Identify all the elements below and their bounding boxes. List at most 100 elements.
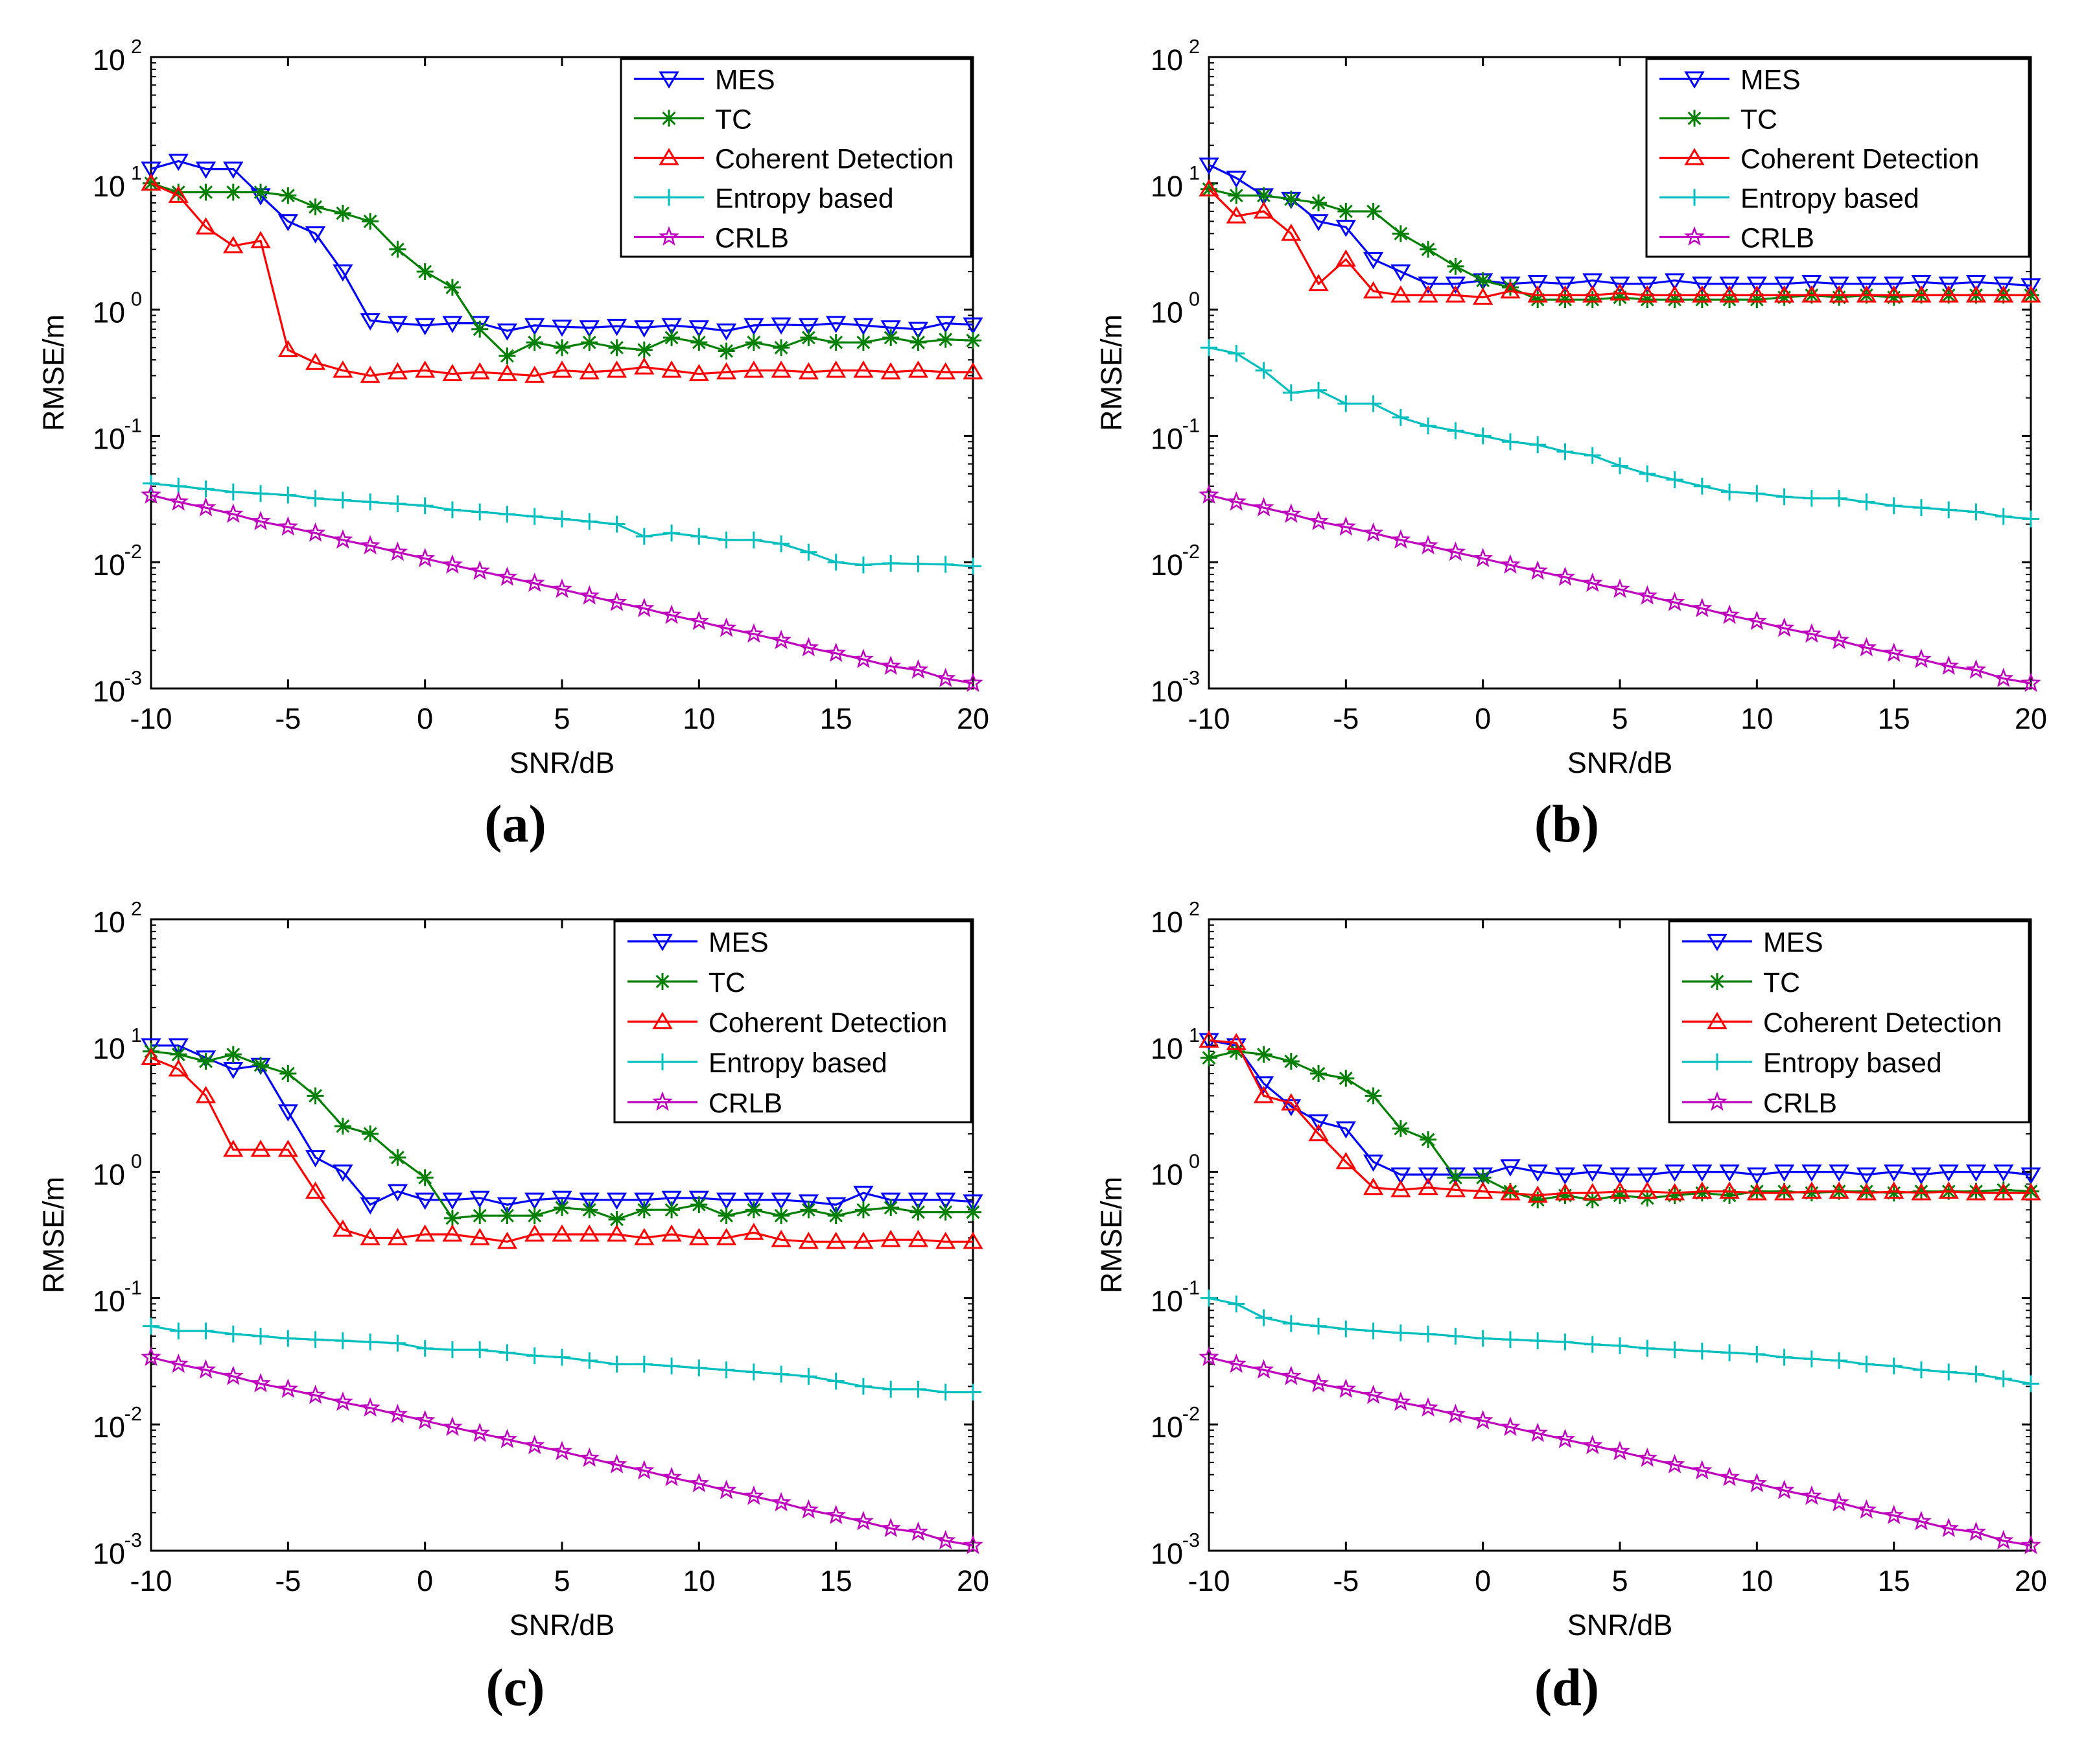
y-tick-label: 10 (1151, 170, 1183, 203)
legend: MES TC Coherent Detection Entropy based CRLB (620, 58, 972, 258)
marker-plus (1420, 1325, 1437, 1343)
marker-plus (1364, 395, 1382, 412)
marker-plus (389, 495, 406, 513)
x-tick-label: 5 (554, 1564, 570, 1597)
marker-plus (1228, 1295, 1245, 1313)
marker-triangle-up (1911, 285, 1932, 303)
marker-triangle-up (1418, 1177, 1438, 1195)
marker-asterisk (498, 1207, 516, 1225)
panel-label: (c) (486, 1658, 545, 1717)
legend-item-mes: MES (1659, 65, 1801, 96)
marker-plus (1721, 483, 1739, 500)
marker-pentagram (633, 598, 655, 617)
series-entropy-based (1200, 1289, 2039, 1393)
marker-triangle-up (1692, 1181, 1713, 1199)
marker-plus (1337, 1320, 1355, 1337)
y-tick-exponent: -3 (1182, 1529, 1200, 1551)
marker-triangle-up (1664, 285, 1685, 303)
marker-pentagram (1801, 623, 1822, 643)
marker-pentagram (1774, 617, 1795, 637)
marker-triangle-down (1829, 276, 1849, 294)
marker-pentagram (1856, 637, 1877, 657)
marker-triangle-down (1390, 264, 1411, 282)
marker-plus (307, 489, 324, 507)
marker-pentagram (168, 491, 189, 511)
marker-triangle-down (195, 1050, 217, 1068)
y-tick-label: 10 (93, 1411, 125, 1444)
marker-plus (1310, 1317, 1328, 1335)
marker-pentagram (652, 1091, 673, 1111)
marker-plus (1885, 1358, 1903, 1375)
marker-triangle-up (963, 1231, 983, 1249)
marker-triangle-down (771, 317, 791, 335)
marker-triangle-down (798, 318, 819, 336)
marker-triangle-up (661, 1224, 682, 1242)
marker-plus (1831, 1352, 1848, 1369)
legend-label: Entropy based (709, 1048, 887, 1079)
y-tick-label: 10 (1151, 1284, 1183, 1317)
marker-triangle-up (223, 1139, 244, 1157)
marker-asterisk (661, 110, 677, 127)
y-tick-exponent: -2 (124, 1403, 142, 1425)
marker-plus (1392, 1324, 1409, 1342)
marker-triangle-down (442, 316, 463, 333)
marker-plus (1474, 427, 1492, 445)
y-tick-label: 10 (1151, 906, 1183, 939)
marker-plus (1831, 489, 1848, 507)
marker-asterisk (1748, 291, 1766, 309)
marker-pentagram (935, 668, 956, 688)
series-line (151, 1044, 974, 1206)
marker-pentagram (880, 1518, 902, 1538)
marker-triangle-up (1610, 283, 1630, 301)
marker-triangle-down (469, 1190, 490, 1208)
series-line (1208, 1356, 2032, 1547)
marker-triangle-up (634, 357, 655, 375)
marker-pentagram (661, 1466, 682, 1487)
marker-triangle-up (1445, 285, 1466, 303)
marker-triangle-up (1692, 285, 1713, 303)
marker-triangle-up (1199, 1030, 1219, 1048)
marker-triangle-up (1554, 285, 1576, 303)
marker-asterisk (279, 1065, 297, 1083)
marker-triangle-down (1418, 1167, 1438, 1185)
marker-triangle-up (716, 1228, 737, 1245)
marker-triangle-down (1610, 1167, 1630, 1185)
marker-plus (252, 1328, 270, 1345)
marker-asterisk (197, 1053, 215, 1070)
series-line (1208, 494, 2032, 685)
marker-pentagram (1746, 1472, 1768, 1492)
marker-plus (498, 506, 516, 523)
marker-pentagram (387, 1404, 408, 1424)
marker-triangle-down (935, 1192, 956, 1210)
marker-triangle-up (141, 1048, 161, 1065)
marker-triangle-down (524, 1192, 545, 1210)
marker-asterisk (965, 332, 981, 349)
marker-pentagram (1610, 1441, 1630, 1461)
marker-pentagram (1883, 642, 1904, 663)
marker-triangle-up (688, 364, 709, 381)
x-axis-label: SNR/dB (1567, 1608, 1673, 1641)
marker-triangle-up (2020, 285, 2041, 303)
marker-plus (937, 556, 954, 573)
series-entropy-based (143, 475, 981, 575)
marker-asterisk (1255, 1046, 1272, 1063)
marker-plus (800, 1368, 817, 1385)
x-tick-label: 5 (1611, 1564, 1628, 1597)
marker-plus (1709, 1053, 1726, 1070)
marker-pentagram (524, 572, 545, 593)
marker-triangle-down (168, 1038, 189, 1056)
marker-pentagram (1637, 585, 1657, 605)
marker-pentagram (552, 578, 572, 598)
marker-triangle-down (277, 214, 298, 231)
marker-asterisk (554, 1199, 570, 1216)
legend-item-entropy-based: Entropy based (634, 183, 894, 215)
marker-pentagram (524, 1435, 545, 1455)
marker-plus (143, 475, 159, 492)
marker-triangle-up (1473, 287, 1493, 305)
marker-pentagram (1829, 629, 1849, 650)
marker-pentagram (414, 1409, 436, 1429)
marker-asterisk (718, 1207, 735, 1225)
marker-asterisk (1337, 1070, 1355, 1087)
